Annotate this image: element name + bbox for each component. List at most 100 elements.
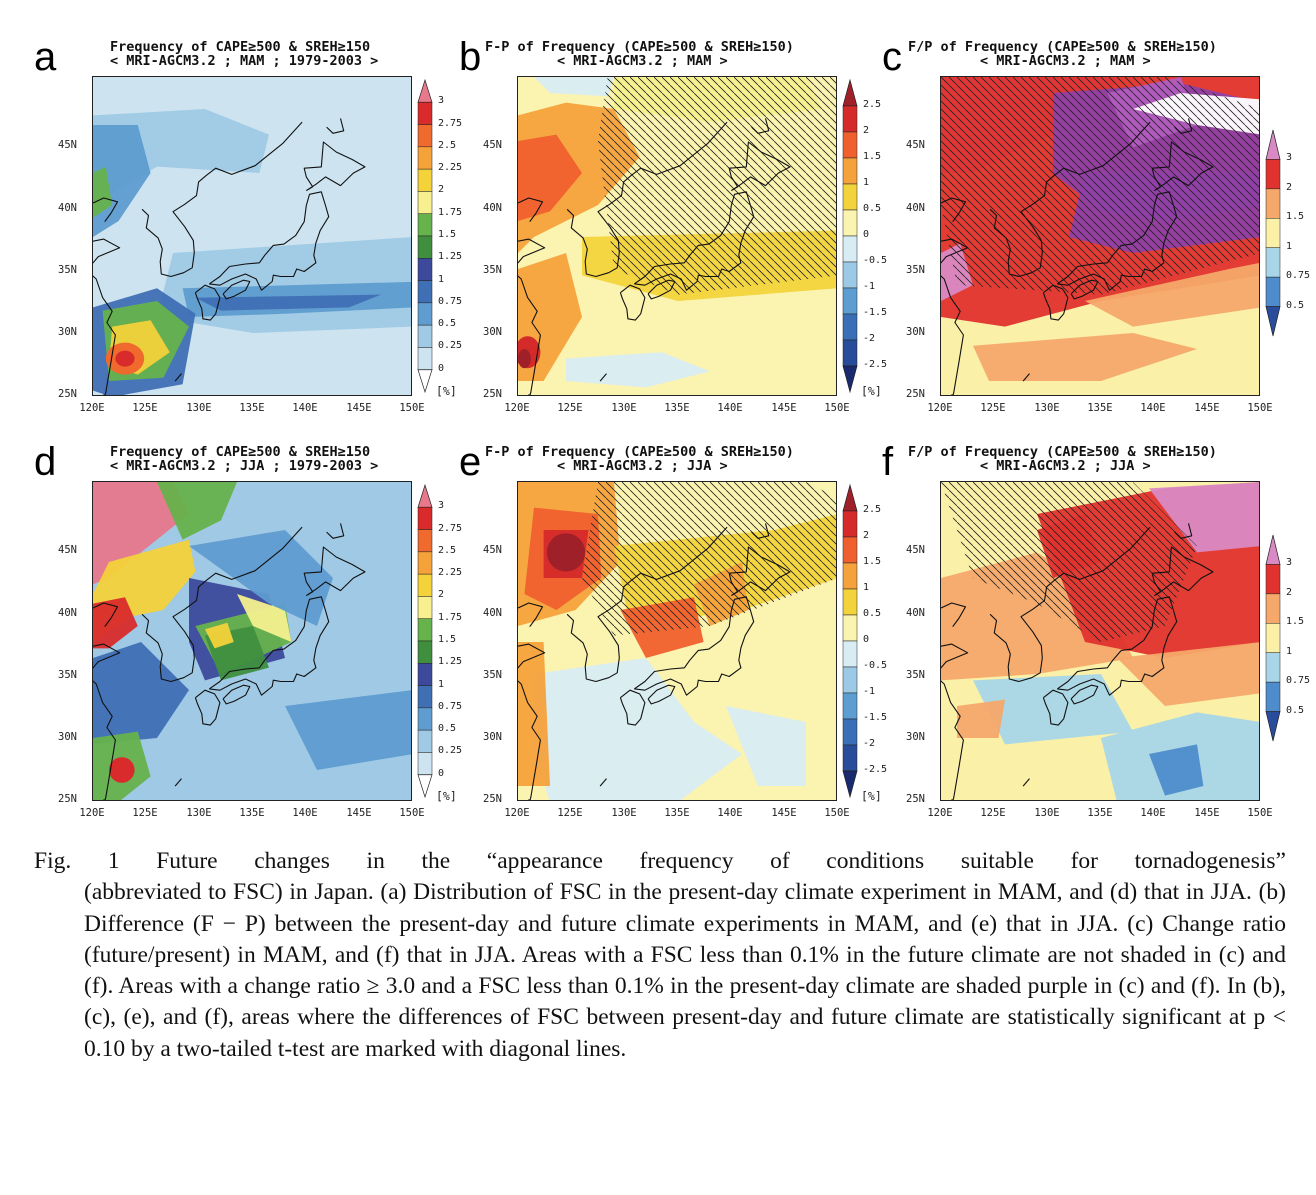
colorbar-segment: [417, 280, 433, 304]
colorbar-tick-label: 2: [438, 589, 445, 601]
coastline-shikoku: [647, 684, 676, 705]
colorbar-tick-label: -2: [863, 738, 876, 749]
coastline-okinawa: [1022, 778, 1030, 787]
colorbar-segment: [1265, 306, 1281, 337]
colorbar-segment: [842, 666, 858, 694]
coastline-okinawa: [599, 373, 607, 382]
lat-tick-label: 45N: [58, 139, 77, 151]
coastline-hokkaido: [728, 546, 791, 597]
coastline-shikoku: [222, 279, 251, 300]
lon-tick-label: 145E: [1194, 807, 1220, 819]
lon-tick-label: 120E: [79, 402, 105, 414]
colorbar-tick-label: -1: [863, 686, 876, 697]
map-field: [941, 482, 1259, 800]
colorbar-segment: [1265, 218, 1281, 248]
colorbar-tick-label: -0.5: [863, 255, 888, 266]
colorbar-segment: [842, 235, 858, 263]
colorbar-tick-label: -2.5: [863, 359, 888, 370]
colorbar-tick-label: 1.5: [1286, 616, 1305, 628]
coastline-korea: [141, 121, 303, 278]
panel-letter: f: [882, 440, 894, 484]
colorbar-segment: [842, 105, 858, 133]
lon-tick-label: 150E: [399, 807, 425, 819]
colorbar-tick-label: 0: [863, 229, 870, 240]
coastline-korea: [141, 526, 303, 683]
lon-tick-label: 145E: [771, 402, 797, 414]
panel-title: F-P of Frequency (CAPE≥500 & SREH≥150): [485, 39, 794, 55]
colorbar-tick-label: -2: [863, 333, 876, 344]
colorbar: [1264, 481, 1282, 801]
colorbar-segment: [417, 707, 433, 731]
panel-d: d Frequency of CAPE≥500 & SREH≥150 < MRI-A…: [30, 440, 463, 840]
colorbar-segment: [417, 729, 433, 753]
colorbar-segment: [1265, 564, 1281, 595]
map-plot: [517, 76, 837, 396]
lon-tick-label: 135E: [1087, 402, 1113, 414]
colorbar-segment: [842, 483, 858, 512]
colorbar: [841, 481, 859, 801]
colorbar-tick-label: 2.5: [438, 139, 457, 151]
lon-tick-label: 130E: [611, 402, 637, 414]
figure-caption: Fig. 1 Future changes in the “appearance…: [34, 846, 1286, 1065]
colorbar-segment: [1265, 652, 1281, 683]
coastline-shikoku: [1070, 279, 1099, 300]
lon-tick-label: 135E: [1087, 807, 1113, 819]
colorbar-segment: [417, 596, 433, 619]
coastline-sakhalin: [326, 118, 345, 134]
coastline-china: [518, 238, 546, 395]
lat-tick-label: 40N: [906, 202, 925, 214]
colorbar-tick-label: -0.5: [863, 660, 888, 671]
colorbar-segment: [417, 685, 433, 709]
panel-c: c F/P of Frequency (CAPE≥500 & SREH≥150) <…: [878, 35, 1310, 435]
colorbar-segment: [842, 261, 858, 289]
lon-tick-label: 125E: [132, 807, 158, 819]
colorbar-tick-label: 2.5: [863, 99, 882, 110]
coastline-sakhalin: [751, 118, 770, 134]
panel-subtitle: < MRI-AGCM3.2 ; JJA >: [980, 458, 1151, 474]
coastline-china: [93, 238, 121, 395]
colorbar-tick-label: 0: [438, 362, 445, 374]
colorbar-segment: [417, 102, 433, 125]
lon-tick-label: 140E: [292, 807, 318, 819]
panel-f: f F/P of Frequency (CAPE≥500 & SREH≥150) <…: [878, 440, 1310, 840]
colorbar-tick-label: 0: [438, 767, 445, 779]
lat-tick-label: 30N: [906, 326, 925, 338]
lat-tick-label: 30N: [58, 731, 77, 743]
colorbar-tick-label: 0: [863, 634, 870, 645]
colorbar-segment: [417, 663, 433, 686]
coastline-kyushu: [619, 284, 646, 321]
colorbar-segment: [417, 78, 433, 103]
colorbar-tick-label: 0.25: [438, 745, 463, 757]
map-field: [941, 77, 1259, 395]
coastline-honshu: [633, 191, 755, 291]
colorbar-segment: [417, 324, 433, 348]
colorbar-tick-label: 1: [1286, 645, 1293, 657]
map-plot: [92, 76, 412, 396]
colorbar-tick-label: -1.5: [863, 307, 888, 318]
lat-tick-label: 25N: [906, 793, 925, 805]
lon-tick-label: 150E: [399, 402, 425, 414]
lon-tick-label: 135E: [239, 807, 265, 819]
coastline-okinawa: [1022, 373, 1030, 382]
colorbar-tick-label: 3: [438, 95, 445, 107]
lat-tick-label: 35N: [906, 264, 925, 276]
colorbar-segment: [842, 131, 858, 159]
colorbar-segment: [417, 551, 433, 575]
coastline-sakhalin: [1174, 523, 1193, 539]
colorbar-segment: [417, 640, 433, 664]
colorbar-tick-label: 0.5: [438, 723, 457, 735]
caption-body: (abbreviated to FSC) in Japan. (a) Distr…: [84, 879, 1286, 1062]
colorbar-tick-label: 0.5: [863, 203, 882, 214]
colorbar-tick-label: 0.5: [1286, 704, 1305, 716]
coastline-liaodong: [93, 197, 119, 223]
colorbar-tick-label: -1: [863, 281, 876, 292]
colorbar-tick-label: 0.5: [863, 608, 882, 619]
colorbar-tick-label: 0.5: [438, 318, 457, 330]
lat-tick-label: 30N: [483, 731, 502, 743]
coastline-sakhalin: [1174, 118, 1193, 134]
colorbar-segment: [842, 157, 858, 185]
colorbar-tick-label: 1: [863, 582, 870, 593]
colorbar: [416, 76, 434, 396]
coastline-china: [941, 238, 969, 395]
colorbar-segment: [842, 183, 858, 211]
